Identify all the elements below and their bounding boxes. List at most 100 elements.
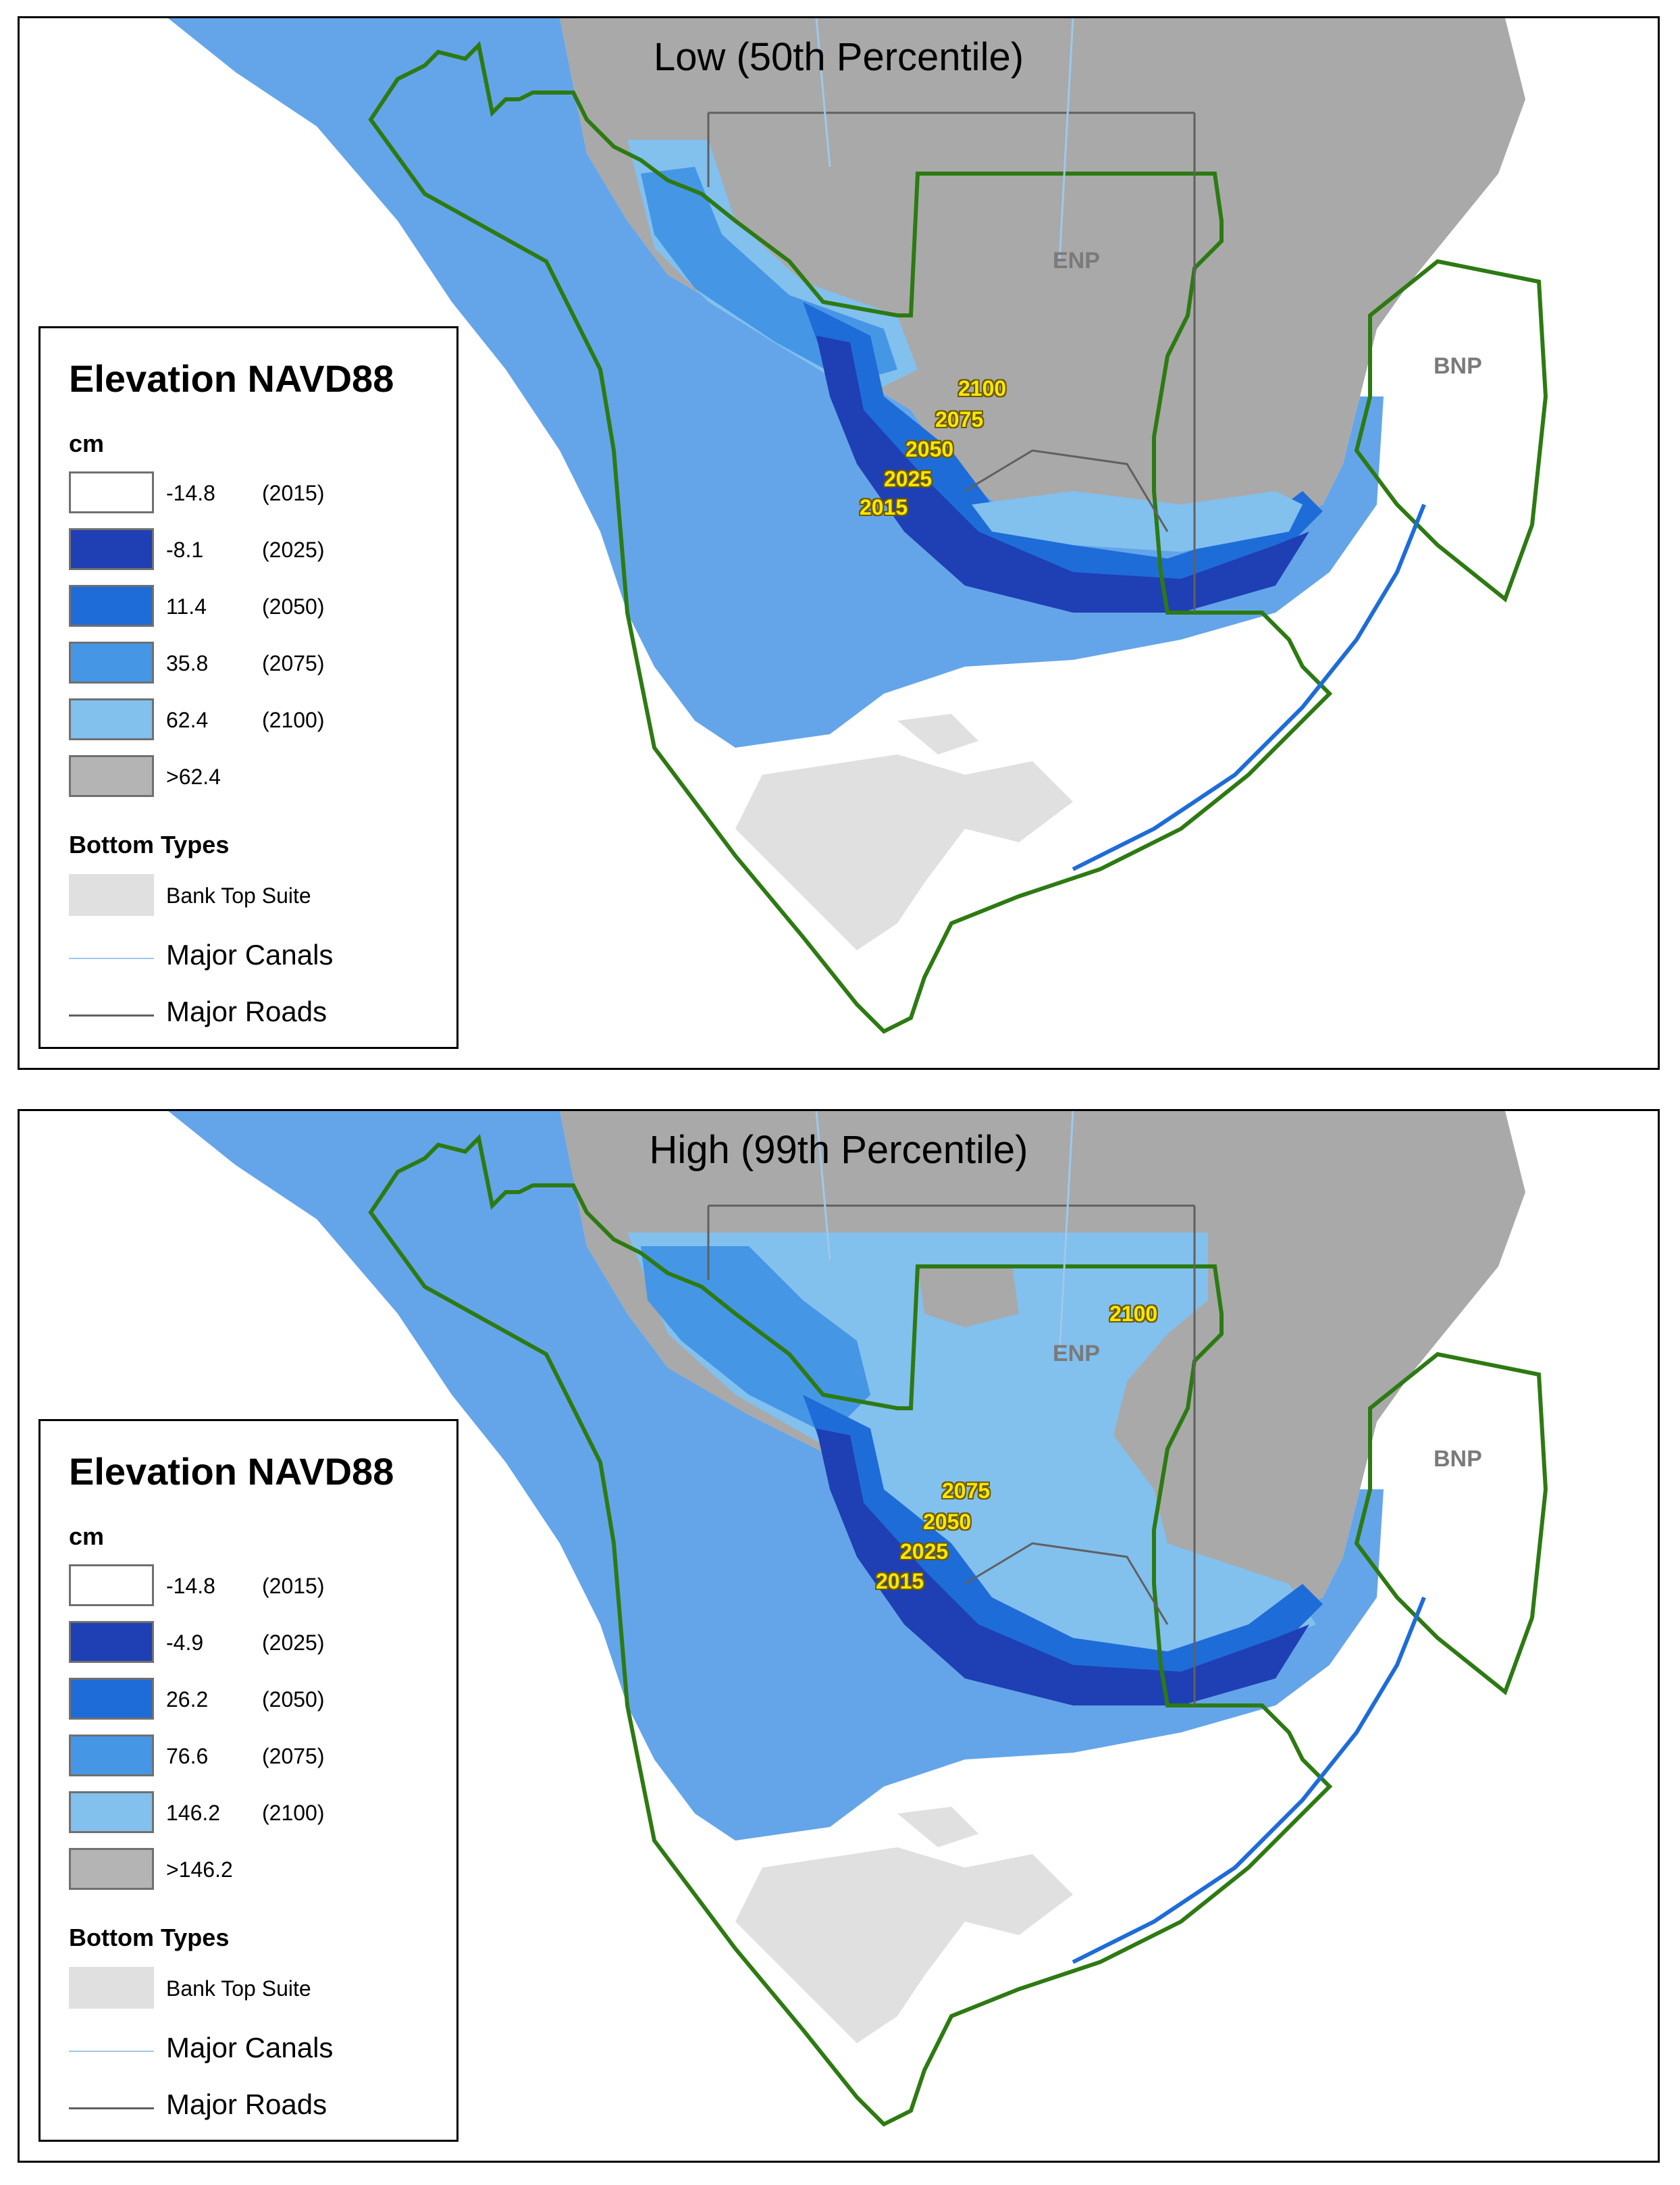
band-2075 [641, 1246, 870, 1435]
legend-item: -14.8 (2015) [69, 1564, 447, 1609]
legend-year: (2015) [262, 481, 325, 505]
legend-swatch-bank [69, 874, 154, 916]
legend-item: 76.6 (2075) [69, 1734, 447, 1779]
legend-item: 146.2 (2100) [69, 1791, 447, 1836]
legend-bank-label: Bank Top Suite [166, 1976, 311, 2001]
legend-item: 35.8 (2075) [69, 642, 447, 686]
legend-road-line [69, 2107, 154, 2109]
legend-swatch-2025 [69, 528, 154, 570]
legend-item: 11.4 (2050) [69, 585, 447, 629]
legend-swatch-2100 [69, 698, 154, 740]
legend-swatch-2015 [69, 1564, 154, 1606]
band-2025 [816, 336, 1309, 613]
panel-title: High (99th Percentile) [649, 1128, 1028, 1172]
legend-year: (2050) [262, 1687, 325, 1712]
legend-year: (2050) [262, 594, 325, 619]
legend-year: (2100) [262, 708, 325, 732]
map-panel-low: Low (50th Percentile) ENP BNP 2100 2075 … [18, 16, 1660, 1070]
legend-bank-label: Bank Top Suite [166, 883, 311, 908]
band-2050 [803, 302, 1323, 592]
legend-item: -8.1 (2025) [69, 528, 447, 573]
legend-swatch-2050 [69, 585, 154, 627]
legend-item: 62.4 (2100) [69, 698, 447, 743]
band-2100-east [972, 491, 1303, 552]
contour-label-2100: 2100 [958, 376, 1007, 401]
florida-keys [1072, 503, 1426, 871]
bnp-label: BNP [1434, 353, 1482, 379]
legend-value: >62.4 [166, 765, 221, 789]
bnp-label: BNP [1434, 1446, 1482, 1472]
legend-year: (2100) [262, 1801, 325, 1825]
band-2025 [816, 1429, 1309, 1705]
legend-year: (2075) [262, 651, 325, 675]
legend-title: Elevation NAVD88 [69, 357, 394, 400]
contour-label-2025: 2025 [884, 467, 933, 491]
band-2050 [803, 1395, 1323, 1685]
legend-value: 76.6 [166, 1744, 209, 1768]
florida-keys [1072, 1596, 1426, 1964]
contour-label-2075: 2075 [935, 407, 984, 432]
legend-value: 62.4 [166, 708, 209, 732]
enp-label: ENP [1053, 1341, 1100, 1366]
legend-item: 26.2 (2050) [69, 1678, 447, 1722]
legend-value: 26.2 [166, 1687, 209, 1712]
panel-title: Low (50th Percentile) [653, 35, 1024, 79]
enp-label: ENP [1053, 248, 1100, 274]
map-canvas-high [168, 1111, 1548, 2127]
canal [815, 18, 1074, 262]
road [707, 111, 1196, 613]
legend-value: >146.2 [166, 1857, 233, 1882]
legend-canal-line [69, 2051, 154, 2052]
road [707, 1204, 1196, 1705]
remaining-land-patch [1127, 1368, 1195, 1462]
legend-value: 11.4 [166, 594, 207, 619]
legend-item: -14.8 (2015) [69, 471, 447, 516]
legend-year: (2025) [262, 1630, 325, 1655]
contour-label-2100: 2100 [1109, 1302, 1158, 1326]
legend-value: -8.1 [166, 538, 204, 562]
legend-swatch-above [69, 755, 154, 797]
contour-label-2075: 2075 [942, 1479, 991, 1503]
legend-low: Elevation NAVD88 cm -14.8 (2015) -8.1 (2… [38, 326, 458, 1049]
florida-bay-bank [735, 1847, 1073, 2043]
contour-label-2050: 2050 [905, 437, 954, 461]
enp-boundary [368, 41, 1333, 1034]
legend-swatch-2025 [69, 1621, 154, 1663]
legend-canals-label: Major Canals [166, 2032, 334, 2063]
contour-label-2015: 2015 [876, 1569, 924, 1593]
contour-label-2050: 2050 [923, 1510, 972, 1534]
canal [815, 1111, 1074, 1355]
legend-swatch-2100 [69, 1791, 154, 1833]
legend-item: -4.9 (2025) [69, 1621, 447, 1666]
florida-bay-bank [735, 754, 1073, 950]
legend-bottom-types-title: Bottom Types [69, 1924, 230, 1951]
map-canvas-low [168, 18, 1548, 1034]
legend-road-line [69, 1014, 154, 1017]
remaining-land-patch [918, 1266, 1019, 1327]
legend-value: 35.8 [166, 651, 209, 675]
legend-swatch-2015 [69, 471, 154, 513]
legend-value: -4.9 [166, 1630, 204, 1655]
legend-canals-label: Major Canals [166, 939, 334, 971]
legend-bottom-types-title: Bottom Types [69, 831, 230, 858]
legend-swatch-2075 [69, 1734, 154, 1776]
legend-swatch-2050 [69, 1678, 154, 1720]
legend-swatch-2075 [69, 642, 154, 684]
map-panel-high: High (99th Percentile) ENP BNP 2100 2075… [18, 1109, 1660, 2163]
legend-swatch-above [69, 1848, 154, 1890]
legend-roads-label: Major Roads [166, 2088, 327, 2120]
legend-unit: cm [69, 1522, 105, 1550]
contour-label-2015: 2015 [860, 495, 908, 519]
legend-item: >146.2 [69, 1848, 447, 1893]
legend-value: -14.8 [166, 481, 215, 505]
legend-year: (2025) [262, 538, 325, 562]
contour-label-2025: 2025 [900, 1539, 949, 1564]
bnp-boundary [1354, 1352, 1548, 1695]
mainland-land [560, 18, 1525, 552]
legend-canal-line [69, 958, 154, 959]
legend-item: >62.4 [69, 755, 447, 800]
legend-value: 146.2 [166, 1801, 221, 1825]
florida-bay-bank-2 [897, 1807, 978, 1847]
legend-year: (2015) [262, 1574, 325, 1598]
legend-swatch-bank [69, 1967, 154, 2009]
